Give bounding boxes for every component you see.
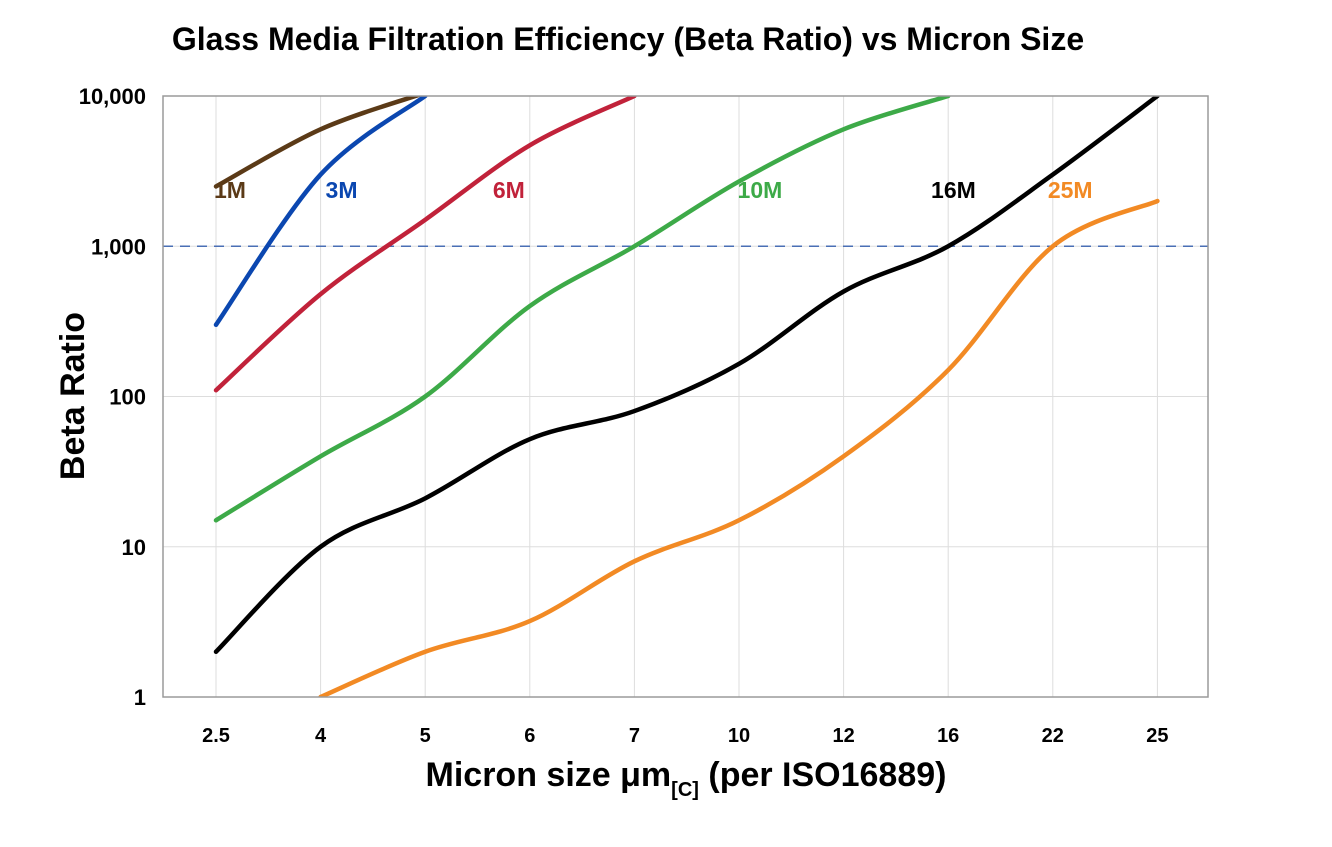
x-axis-label-subscript: [C] <box>671 779 699 801</box>
series-lines <box>213 96 1160 697</box>
series-line-10M <box>213 96 951 523</box>
series-line-25M <box>318 198 1160 697</box>
series-line-16M <box>213 96 1160 655</box>
x-axis-label-tail: (per ISO16889) <box>699 756 947 794</box>
x-tick-label: 22 <box>1042 725 1064 747</box>
x-tick-label: 4 <box>315 725 327 747</box>
x-axis-label-main: Micron size μm <box>426 756 672 794</box>
x-tick-label: 7 <box>629 725 640 747</box>
y-tick-label: 1,000 <box>91 234 146 259</box>
x-tick-label: 25 <box>1146 725 1168 747</box>
y-tick-label: 100 <box>109 385 146 410</box>
x-tick-label: 6 <box>524 725 535 747</box>
series-labels: 1M 3M 6M 10M 16M 25M <box>214 177 1093 203</box>
x-tick-label: 16 <box>937 725 959 747</box>
y-tick-label: 10,000 <box>79 84 146 109</box>
series-label-1M: 1M <box>214 177 246 203</box>
series-label-16M: 16M <box>931 177 976 203</box>
y-tick-label: 1 <box>134 685 146 710</box>
series-label-3M: 3M <box>326 177 358 203</box>
y-tick-labels: 1 10 100 1,000 10,000 <box>79 84 146 710</box>
x-axis-label: Micron size μm[C] (per ISO16889) <box>426 756 947 801</box>
series-label-6M: 6M <box>493 177 525 203</box>
y-tick-label: 10 <box>122 535 146 560</box>
x-tick-labels: 2.5 4 5 6 7 10 12 16 22 25 <box>202 725 1168 747</box>
series-label-10M: 10M <box>738 177 783 203</box>
plot-border <box>162 95 1209 698</box>
y-axis-label: Beta Ratio <box>54 312 92 480</box>
x-tick-label: 12 <box>832 725 854 747</box>
series-line-1M <box>213 96 423 189</box>
series-label-25M: 25M <box>1048 177 1093 203</box>
x-tick-label: 5 <box>420 725 431 747</box>
series-line-3M <box>213 96 428 328</box>
chart-title: Glass Media Filtration Efficiency (Beta … <box>172 21 1084 57</box>
series-line-6M <box>213 96 637 393</box>
x-tick-label: 2.5 <box>202 725 230 747</box>
x-tick-label: 10 <box>728 725 750 747</box>
